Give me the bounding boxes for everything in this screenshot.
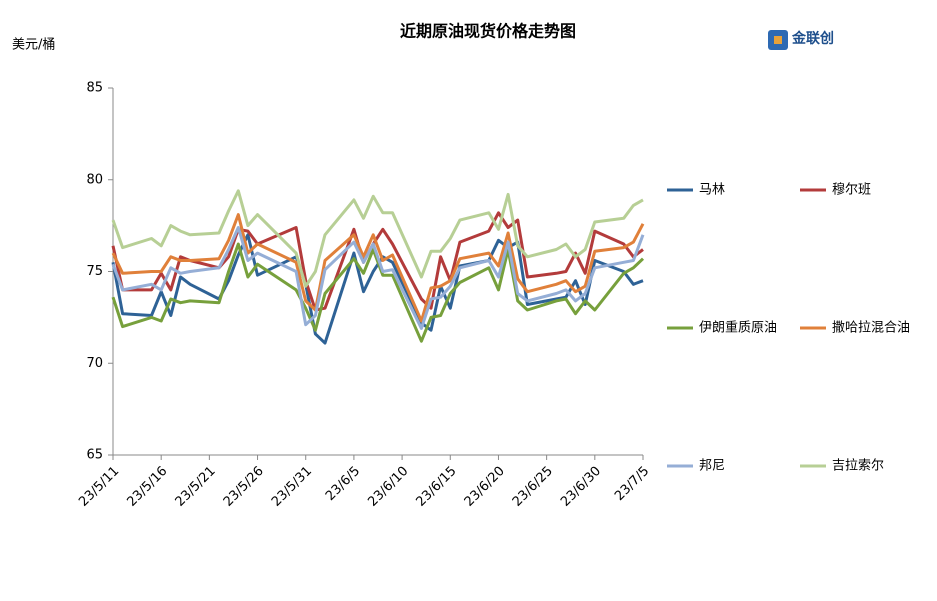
x-tick-label: 23/5/16 (124, 464, 170, 510)
y-axis-unit: 美元/桶 (12, 38, 55, 53)
series-line (111, 189, 644, 288)
x-tick-label: 23/5/11 (76, 464, 122, 510)
series-line (111, 211, 644, 312)
legend-label: 马林 (699, 183, 725, 198)
x-tick-label: 23/6/10 (365, 464, 411, 510)
y-tick-label: 70 (86, 356, 103, 371)
chart-title: 近期原油现货价格走势图 (400, 22, 576, 41)
legend-label: 穆尔班 (832, 183, 871, 198)
series-line (111, 213, 645, 323)
legend-label: 邦尼 (699, 459, 725, 474)
x-tick-label: 23/7/5 (612, 464, 652, 504)
logo: 金联创 (768, 30, 834, 50)
legend-label: 伊朗重质原油 (699, 320, 777, 336)
logo-text: 金联创 (791, 30, 834, 47)
y-tick-label: 75 (86, 264, 103, 279)
y-tick-label: 65 (86, 448, 103, 463)
series-line (111, 242, 645, 343)
x-tick-label: 23/5/26 (221, 464, 267, 510)
y-tick-label: 85 (86, 81, 103, 96)
logo-icon-inner (774, 36, 782, 44)
x-tick-label: 23/6/15 (414, 464, 460, 510)
series-line (111, 226, 645, 330)
x-tick-label: 23/6/25 (510, 464, 556, 510)
y-tick-label: 80 (86, 172, 103, 187)
legend-label: 吉拉索尔 (832, 459, 884, 474)
x-tick-label: 23/5/21 (173, 464, 219, 510)
x-tick-label: 23/6/20 (462, 464, 508, 510)
x-tick-label: 23/5/31 (269, 464, 315, 510)
x-tick-label: 23/6/30 (558, 464, 604, 510)
legend-label: 撒哈拉混合油 (832, 320, 910, 336)
x-tick-label: 23/6/5 (323, 464, 363, 504)
